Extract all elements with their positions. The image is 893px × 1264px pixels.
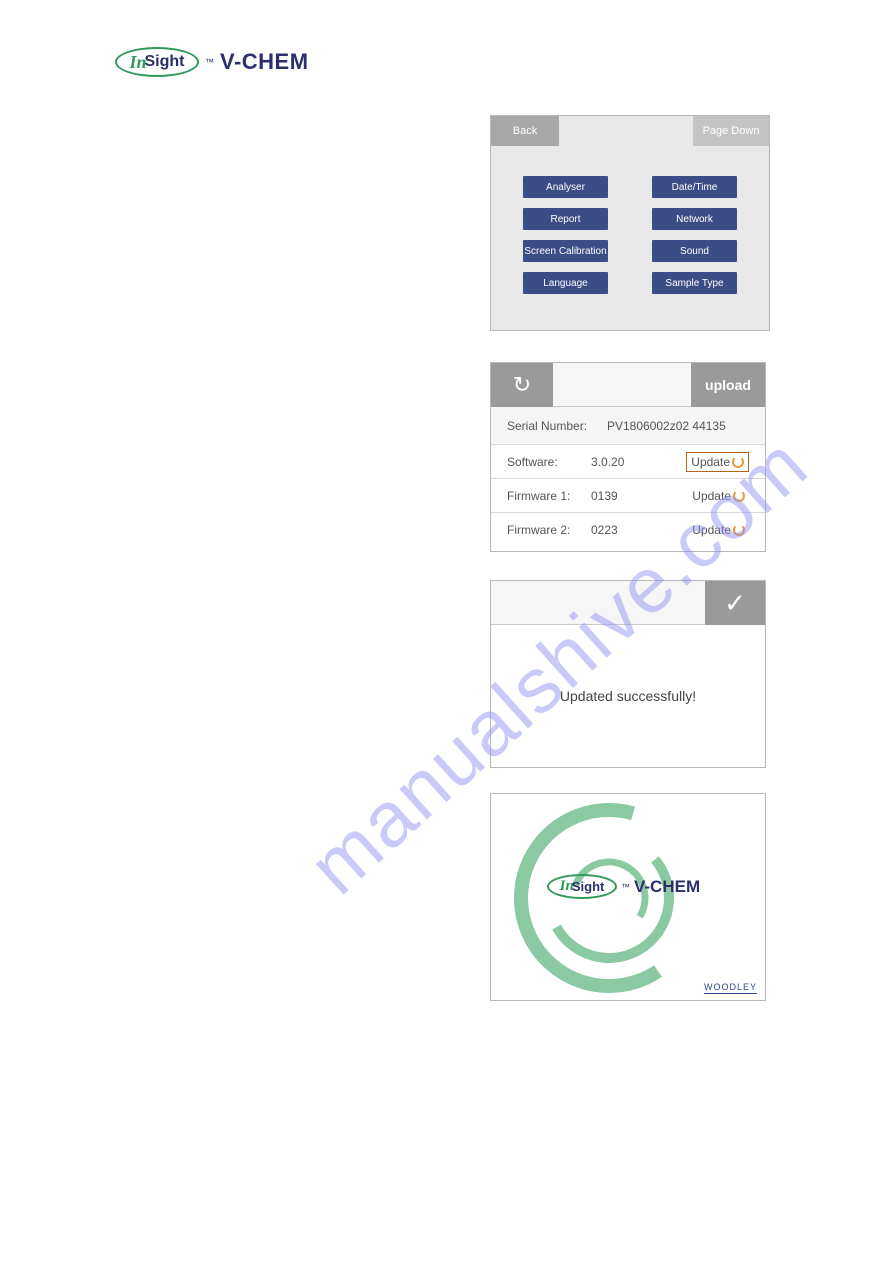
splash-logo: InSight ™ V-CHEM <box>547 874 700 899</box>
sample-type-button[interactable]: Sample Type <box>652 272 737 294</box>
update-topspacer <box>553 363 691 406</box>
firmware1-value: 0139 <box>591 489 688 503</box>
software-update-button[interactable]: Update <box>686 452 749 472</box>
firmware2-update-button[interactable]: Update <box>688 521 749 539</box>
success-message: Updated successfully! <box>491 625 765 767</box>
check-icon: ✓ <box>724 588 746 619</box>
firmware1-update-button[interactable]: Update <box>688 487 749 505</box>
update-text: Update <box>692 523 731 537</box>
splash-vchem-text: V-CHEM <box>634 877 700 897</box>
topbar-spacer <box>559 116 693 146</box>
update-panel: ↻ upload Serial Number: PV1806002z02 441… <box>490 362 766 552</box>
upload-button[interactable]: upload <box>691 363 765 407</box>
update-text: Update <box>692 489 731 503</box>
woodley-brand-text: WOODLEY <box>704 982 757 994</box>
analyser-button[interactable]: Analyser <box>523 176 608 198</box>
serial-value: PV1806002z02 44135 <box>607 419 749 433</box>
spinner-icon <box>733 524 745 536</box>
sound-button[interactable]: Sound <box>652 240 737 262</box>
firmware1-row: Firmware 1: 0139 Update <box>491 479 765 513</box>
datetime-button[interactable]: Date/Time <box>652 176 737 198</box>
success-topbar: ✓ <box>491 581 765 625</box>
page-header-logo: InSight ™ V-CHEM <box>115 47 309 77</box>
screen-calibration-button[interactable]: Screen Calibration <box>523 240 608 262</box>
serial-label: Serial Number: <box>507 419 607 433</box>
refresh-button[interactable]: ↻ <box>491 363 553 407</box>
firmware1-label: Firmware 1: <box>507 489 591 503</box>
software-value: 3.0.20 <box>591 455 686 469</box>
splash-sight-text: Sight <box>572 879 605 894</box>
logo-vchem-text: V-CHEM <box>220 49 309 75</box>
settings-panel: Back Page Down Analyser Date/Time Report… <box>490 115 770 331</box>
splash-tm: ™ <box>621 882 630 892</box>
splash-panel: InSight ™ V-CHEM WOODLEY <box>490 793 766 1001</box>
refresh-icon: ↻ <box>513 372 531 398</box>
software-label: Software: <box>507 455 591 469</box>
spinner-icon <box>733 490 745 502</box>
page-down-button[interactable]: Page Down <box>693 116 769 146</box>
logo-insight-oval: InSight <box>115 47 199 77</box>
serial-row: Serial Number: PV1806002z02 44135 <box>491 407 765 445</box>
success-panel: ✓ Updated successfully! <box>490 580 766 768</box>
update-topbar: ↻ upload <box>491 363 765 407</box>
report-button[interactable]: Report <box>523 208 608 230</box>
network-button[interactable]: Network <box>652 208 737 230</box>
logo-tm: ™ <box>205 57 214 67</box>
update-text: Update <box>691 455 730 469</box>
firmware2-label: Firmware 2: <box>507 523 591 537</box>
back-button[interactable]: Back <box>491 116 559 146</box>
splash-logo-oval: InSight <box>547 874 617 899</box>
language-button[interactable]: Language <box>523 272 608 294</box>
settings-grid: Analyser Date/Time Report Network Screen… <box>491 146 769 314</box>
spinner-icon <box>732 456 744 468</box>
settings-topbar: Back Page Down <box>491 116 769 146</box>
splash-inner: InSight ™ V-CHEM WOODLEY <box>491 794 765 1000</box>
confirm-button[interactable]: ✓ <box>705 581 765 625</box>
logo-sight-text: Sight <box>145 53 185 71</box>
firmware2-value: 0223 <box>591 523 688 537</box>
software-row: Software: 3.0.20 Update <box>491 445 765 479</box>
firmware2-row: Firmware 2: 0223 Update <box>491 513 765 547</box>
